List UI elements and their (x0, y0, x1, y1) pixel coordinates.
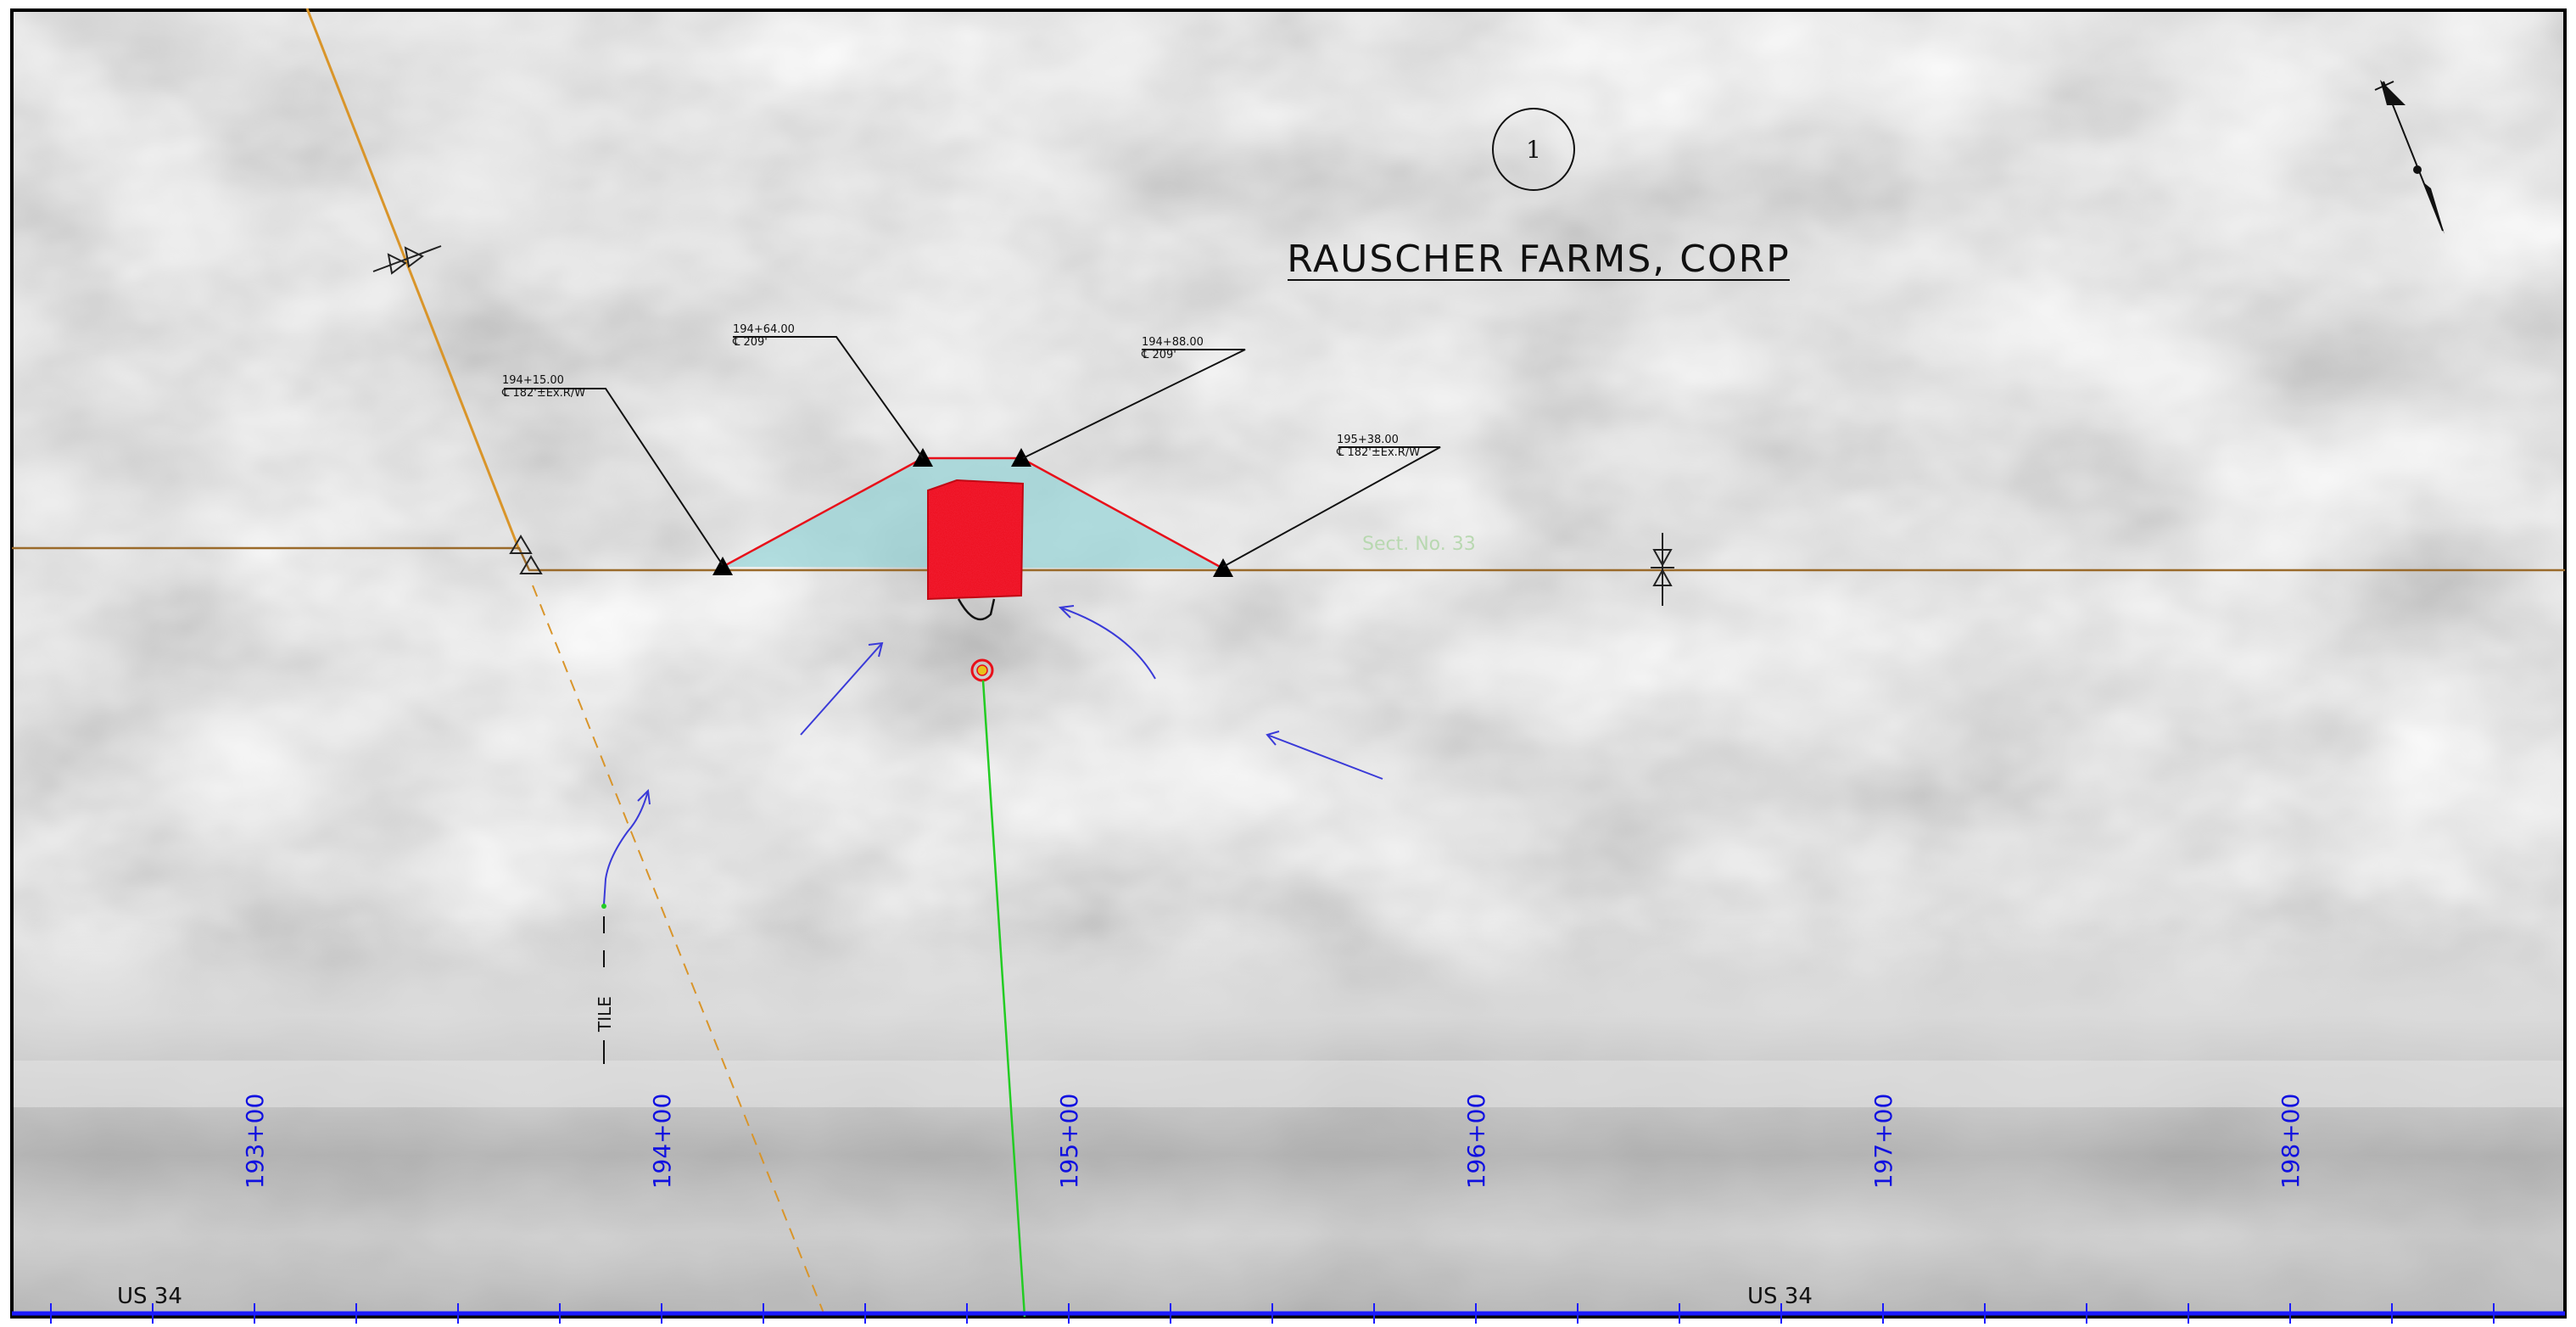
section-label: Sect. No. 33 (1362, 534, 1476, 555)
stationing: 193+00 194+00 195+00 196+00 197+00 198+00 (241, 1094, 2305, 1190)
station-label: 198+00 (2277, 1094, 2305, 1190)
sheet-border (10, 8, 2567, 1319)
pavement-lighter-strip (12, 1061, 2565, 1107)
callout-station-3: 194+88.00 (1142, 336, 1204, 349)
property-line-dashed (532, 585, 825, 1316)
road-corridor-band (12, 916, 2565, 1315)
sheet-marker-circle (1492, 108, 1575, 191)
north-arrow-icon (2374, 80, 2445, 234)
right-of-way-line (12, 546, 2565, 572)
fence-symbol (372, 245, 442, 275)
row-monument-icon (509, 535, 543, 574)
station-label: 196+00 (1462, 1094, 1490, 1190)
sheet-marker-number: 1 (1526, 136, 1541, 164)
callout-station-2: 194+64.00 (733, 323, 795, 336)
station-label: 197+00 (1869, 1094, 1897, 1190)
manhole-icon (970, 658, 994, 682)
tile-label: TILE (595, 996, 615, 1033)
station-label: 195+00 (1055, 1094, 1083, 1190)
station-label: 194+00 (648, 1094, 676, 1190)
callout-note-1: ℄ 182'±Ex.R/W (501, 387, 585, 400)
easement-boundary (722, 456, 1224, 570)
callout-station-4: 195+38.00 (1337, 434, 1399, 446)
outlet-curve (957, 598, 996, 621)
callout-note-2: ℄ 209' (732, 336, 768, 349)
property-line (305, 8, 521, 551)
centerline-ticks (50, 1303, 2495, 1324)
tile-end-point (601, 904, 606, 909)
station-label: 193+00 (241, 1094, 269, 1190)
drain-line (981, 680, 1026, 1318)
survey-stake-icon (1651, 533, 1674, 606)
callout-leaders (504, 336, 1441, 568)
survey-marker-icon (712, 448, 1233, 577)
structure-block (927, 479, 1025, 601)
road-name-right: US 34 (1747, 1284, 1813, 1309)
owner-name: RAUSCHER FARMS, CORP (1287, 238, 1790, 281)
callout-note-3: ℄ 209' (1141, 349, 1176, 361)
callout-note-4: ℄ 182'±Ex.R/W (1336, 446, 1420, 459)
flow-arrow-icon (603, 605, 1383, 905)
callout-station-1: 194+15.00 (502, 374, 564, 387)
road-name-left: US 34 (117, 1284, 182, 1309)
